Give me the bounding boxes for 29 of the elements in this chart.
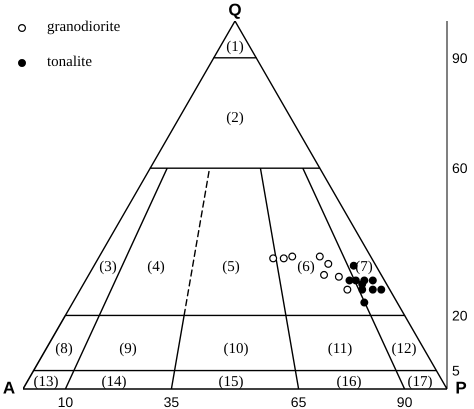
annotation: (13) xyxy=(34,374,58,390)
annotation: (3) xyxy=(99,259,117,275)
annotation: (1) xyxy=(226,39,244,55)
annotation: A xyxy=(2,378,16,398)
x-tick-label: 10 xyxy=(58,394,74,409)
annotation: (8) xyxy=(55,341,73,357)
y-tick-label: 90 xyxy=(452,50,468,66)
x-tick-label: 65 xyxy=(290,394,307,409)
annotation: Q xyxy=(228,0,242,20)
y-tick-label: 20 xyxy=(452,307,468,324)
annotation: (16) xyxy=(336,374,362,390)
annotation: (11) xyxy=(328,341,352,357)
legend-label: granodiorite xyxy=(47,19,120,36)
annotation: (9) xyxy=(119,341,137,357)
y-tick-label: 60 xyxy=(452,160,468,176)
x-tick-label: 35 xyxy=(164,394,180,409)
legend-label: tonalite xyxy=(47,54,92,71)
annotation: (14) xyxy=(102,374,126,390)
y-tick-label: 5 xyxy=(452,362,460,379)
annotation: (6) xyxy=(297,259,315,275)
annotation: (17) xyxy=(408,374,432,390)
x-tick-label: 90 xyxy=(396,394,413,409)
annotation: (2) xyxy=(226,110,244,126)
annotation: (15) xyxy=(218,374,244,390)
annotation: (5) xyxy=(222,259,240,275)
annotation: (12) xyxy=(392,341,416,357)
annotation: (10) xyxy=(224,341,248,357)
annotation: (4) xyxy=(147,259,165,275)
annotation: P xyxy=(455,378,467,398)
